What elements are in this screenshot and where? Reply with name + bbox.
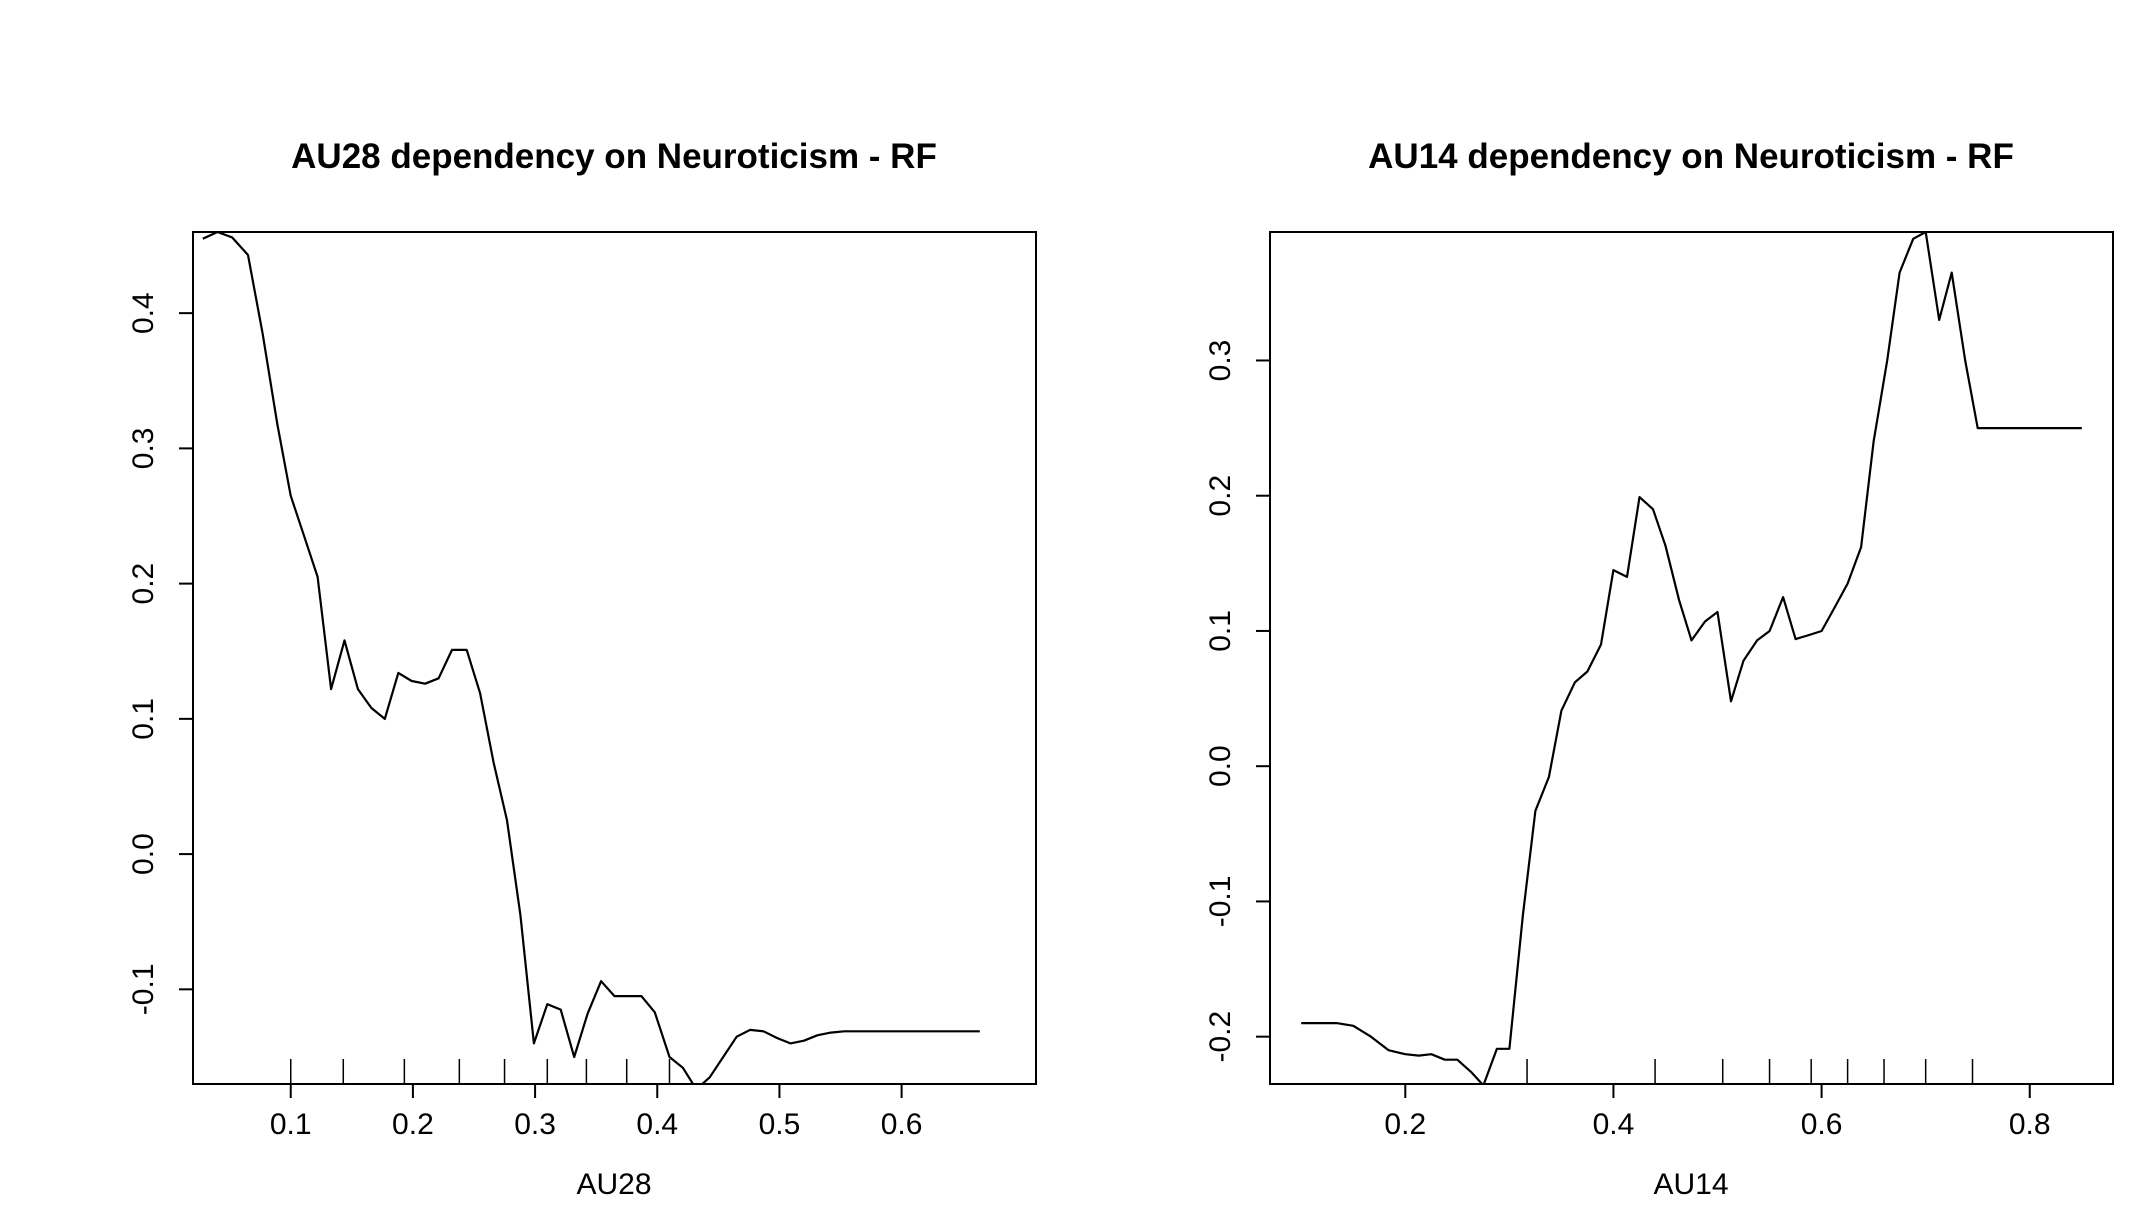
- chart-2: AU14 dependency on Neuroticism - RF AU14 0…: [1204, 137, 2114, 1201]
- x-tick-label: 0.4: [1593, 1108, 1635, 1141]
- x-tick-label: 0.2: [392, 1108, 434, 1141]
- y-tick-label: 0.0: [1204, 745, 1237, 787]
- series-line: [1301, 232, 2082, 1084]
- plot-frame: [192, 231, 1037, 1085]
- x-tick-label: 0.2: [1384, 1108, 1426, 1141]
- y-tick-label: 0.1: [127, 698, 160, 740]
- y-tick-label: 0.0: [127, 833, 160, 875]
- chart-title: AU14 dependency on Neuroticism - RF: [1368, 137, 2014, 176]
- y-tick-label: 0.3: [127, 428, 160, 470]
- y-tick-label: -0.2: [1204, 1011, 1237, 1063]
- y-tick-label: 0.2: [127, 563, 160, 605]
- x-tick-label: 0.5: [759, 1108, 801, 1141]
- x-tick-label: 0.3: [514, 1108, 556, 1141]
- y-tick-label: 0.3: [1204, 340, 1237, 382]
- x-tick-label: 0.6: [1801, 1108, 1843, 1141]
- chart-title: AU28 dependency on Neuroticism - RF: [291, 137, 937, 176]
- series-line: [202, 232, 980, 1084]
- chart-1: AU28 dependency on Neuroticism - RF AU28 0…: [127, 137, 1037, 1201]
- x-axis-label: AU28: [576, 1168, 651, 1201]
- plot-frame: [1269, 231, 2114, 1085]
- x-tick-label: 0.8: [2009, 1108, 2051, 1141]
- y-tick-label: 0.4: [127, 292, 160, 334]
- x-tick-label: 0.6: [881, 1108, 923, 1141]
- x-tick-label: 0.4: [636, 1108, 678, 1141]
- y-tick-label: -0.1: [127, 963, 160, 1015]
- x-axis-label: AU14: [1653, 1168, 1728, 1201]
- y-tick-label: 0.1: [1204, 610, 1237, 652]
- x-tick-label: 0.1: [270, 1108, 312, 1141]
- y-tick-label: -0.1: [1204, 876, 1237, 928]
- y-tick-label: 0.2: [1204, 475, 1237, 517]
